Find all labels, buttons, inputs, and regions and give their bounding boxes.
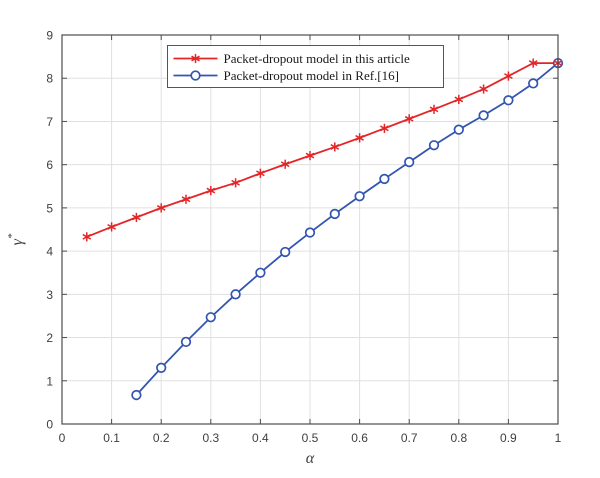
circle-marker xyxy=(131,389,142,401)
legend-label: Packet-dropout model in Ref.[16] xyxy=(224,68,399,83)
circle-marker xyxy=(428,140,440,151)
circle-marker xyxy=(280,246,291,258)
asterisk-marker-spoke xyxy=(82,233,92,240)
asterisk-marker-spoke xyxy=(479,86,488,92)
legend-entry: Packet-dropout model in this article xyxy=(173,51,411,66)
circle-marker xyxy=(528,78,539,89)
legend-entry: Packet-dropout model in Ref.[16] xyxy=(173,68,399,83)
asterisk-marker-spoke xyxy=(156,204,166,211)
asterisk-marker-spoke xyxy=(380,125,389,132)
x-tick-label: 0.3 xyxy=(202,431,219,445)
circle-marker xyxy=(354,191,365,202)
asterisk-marker-spoke xyxy=(107,223,116,230)
asterisk-markers xyxy=(82,58,563,242)
x-tick-label: 0.6 xyxy=(351,431,368,445)
y-tick-label: 9 xyxy=(46,29,53,43)
y-tick-label: 1 xyxy=(46,374,53,388)
circle-marker xyxy=(379,173,390,185)
x-tick-label: 0 xyxy=(59,431,66,445)
y-tick-label: 7 xyxy=(46,115,53,129)
legend-circle-marker xyxy=(190,70,201,81)
x-tick-label: 0.9 xyxy=(500,431,517,445)
asterisk-marker-spoke xyxy=(206,187,216,194)
asterisk-marker-spoke xyxy=(305,152,315,159)
circle-marker xyxy=(304,227,316,238)
x-tick-label: 0.5 xyxy=(302,431,319,445)
x-axis-label: α xyxy=(306,450,315,467)
circle-marker xyxy=(156,362,167,373)
circle-marker xyxy=(180,336,192,348)
circle-marker xyxy=(205,312,216,323)
y-tick-label: 2 xyxy=(46,331,53,345)
asterisk-marker-spoke xyxy=(429,106,439,113)
circle-marker xyxy=(478,110,489,121)
y-tick-label: 5 xyxy=(46,201,53,215)
circle-marker xyxy=(329,208,340,220)
asterisk-marker-spoke xyxy=(454,96,464,103)
y-tick-label: 6 xyxy=(46,158,53,172)
asterisk-marker-spoke xyxy=(528,60,538,67)
y-axis-label: γ* xyxy=(6,233,26,245)
y-tick-label: 8 xyxy=(46,72,53,86)
x-tick-label: 0.1 xyxy=(103,431,120,445)
legend-box xyxy=(167,45,444,88)
asterisk-marker-spoke xyxy=(404,115,414,122)
asterisk-marker-spoke xyxy=(231,179,240,186)
asterisk-marker-spoke xyxy=(256,170,265,177)
asterisk-marker-spoke xyxy=(132,214,141,221)
asterisk-marker-spoke xyxy=(330,143,340,150)
x-tick-label: 0.4 xyxy=(252,431,269,445)
x-tick-label: 0.8 xyxy=(450,431,467,445)
legend: Packet-dropout model in this article Pack… xyxy=(167,45,444,88)
axes-box xyxy=(61,34,559,425)
circle-marker xyxy=(255,267,266,278)
asterisk-marker-spoke xyxy=(280,161,290,168)
y-tick-label: 4 xyxy=(46,245,53,259)
legend-asterisk-marker xyxy=(191,55,200,62)
legend-label: Packet-dropout model in this article xyxy=(224,51,411,66)
x-tick-label: 0.2 xyxy=(153,431,170,445)
y-tick-label: 3 xyxy=(46,288,53,302)
asterisk-marker-spoke xyxy=(504,73,513,80)
circle-marker xyxy=(230,289,241,300)
circle-marker xyxy=(503,95,514,106)
x-tick-label: 0.7 xyxy=(401,431,418,445)
circle-marker xyxy=(404,156,415,168)
y-tick-label: 0 xyxy=(46,418,53,432)
asterisk-marker-spoke xyxy=(181,196,191,203)
asterisk-marker-spoke xyxy=(355,134,364,141)
x-tick-label: 1 xyxy=(555,431,562,445)
circle-marker xyxy=(453,124,464,135)
